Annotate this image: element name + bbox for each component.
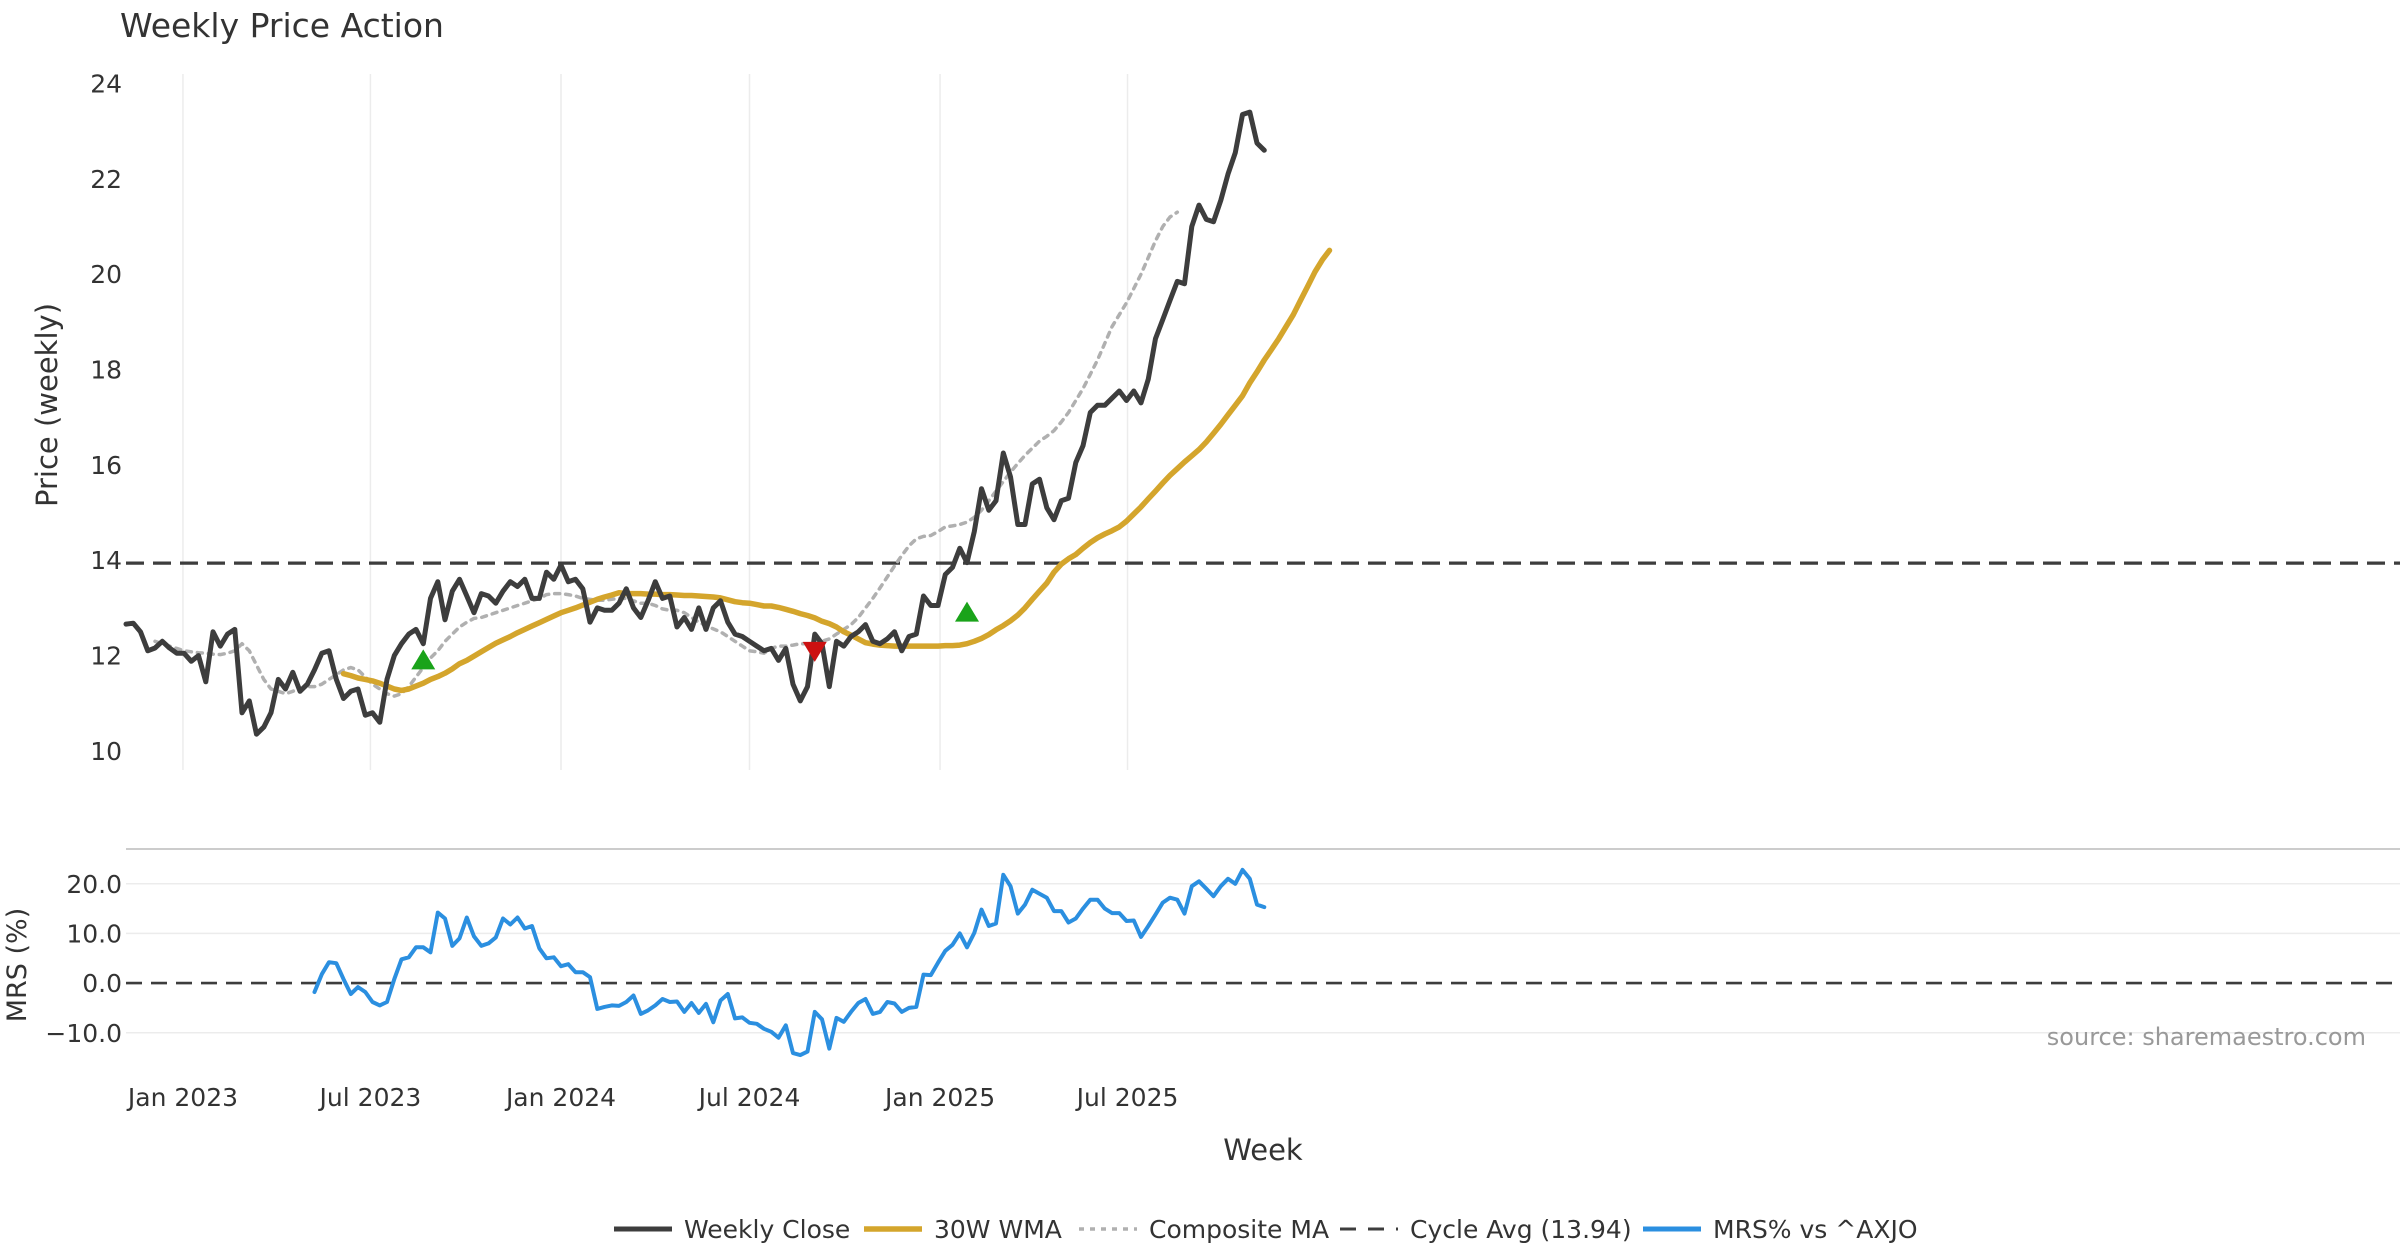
price-y-tick-label: 22 bbox=[90, 165, 122, 194]
legend-label: Composite MA bbox=[1149, 1215, 1329, 1244]
x-tick-label: Jul 2025 bbox=[1075, 1083, 1179, 1112]
mrs-y-tick-label: −10.0 bbox=[45, 1019, 122, 1048]
source-note: source: sharemaestro.com bbox=[2047, 1023, 2366, 1051]
signal-markers bbox=[411, 601, 979, 670]
price-y-tick-label: 12 bbox=[90, 642, 122, 671]
legend-label: 30W WMA bbox=[934, 1215, 1062, 1244]
mrs-y-tick-label: 0.0 bbox=[82, 969, 122, 998]
price-grid bbox=[182, 74, 1129, 770]
chart-title: Weekly Price Action bbox=[120, 6, 444, 45]
mrs-grid bbox=[126, 883, 2400, 1034]
buy-signal-marker bbox=[411, 649, 436, 670]
x-axis-label: Week bbox=[1223, 1133, 1303, 1167]
price-y-tick-label: 24 bbox=[90, 70, 122, 99]
price-y-tick-label: 10 bbox=[90, 737, 122, 766]
composite-ma-line bbox=[153, 210, 1180, 698]
mrs-line bbox=[312, 867, 1267, 1058]
mrs-series bbox=[312, 867, 1267, 1058]
price-series bbox=[123, 109, 1333, 737]
x-tick-label: Jan 2024 bbox=[504, 1083, 616, 1112]
mrs-y-tick-label: 20.0 bbox=[66, 870, 122, 899]
mrs-y-ticks: 20.0 10.0 0.0 −10.0 bbox=[45, 870, 122, 1048]
legend: Weekly Close 30W WMA Composite MA Cycle Avg… bbox=[614, 1215, 1918, 1244]
price-y-tick-label: 18 bbox=[90, 356, 122, 385]
legend-label: Weekly Close bbox=[684, 1215, 850, 1244]
price-y-tick-label: 20 bbox=[90, 260, 122, 289]
sell-signal-marker bbox=[802, 641, 827, 662]
wma-30w-line bbox=[340, 247, 1333, 694]
price-y-ticks: 10 12 14 16 18 20 22 24 bbox=[90, 70, 122, 766]
mrs-y-tick-label: 10.0 bbox=[66, 919, 122, 948]
mrs-y-axis-label: MRS (%) bbox=[2, 908, 33, 1023]
buy-signal-marker bbox=[955, 601, 979, 622]
price-y-tick-label: 14 bbox=[90, 546, 122, 575]
x-tick-label: Jul 2024 bbox=[697, 1083, 801, 1112]
price-y-tick-label: 16 bbox=[90, 451, 122, 480]
legend-label: MRS% vs ^AXJO bbox=[1713, 1215, 1918, 1244]
x-tick-label: Jan 2023 bbox=[126, 1083, 238, 1112]
weekly-close-line bbox=[123, 109, 1267, 737]
legend-label: Cycle Avg (13.94) bbox=[1410, 1215, 1632, 1244]
x-axis-ticks: Jan 2023 Jul 2023 Jan 2024 Jul 2024 Jan 2025… bbox=[126, 1083, 1178, 1112]
x-tick-label: Jul 2023 bbox=[318, 1083, 422, 1112]
price-y-axis-label: Price (weekly) bbox=[30, 303, 64, 507]
x-tick-label: Jan 2025 bbox=[883, 1083, 995, 1112]
